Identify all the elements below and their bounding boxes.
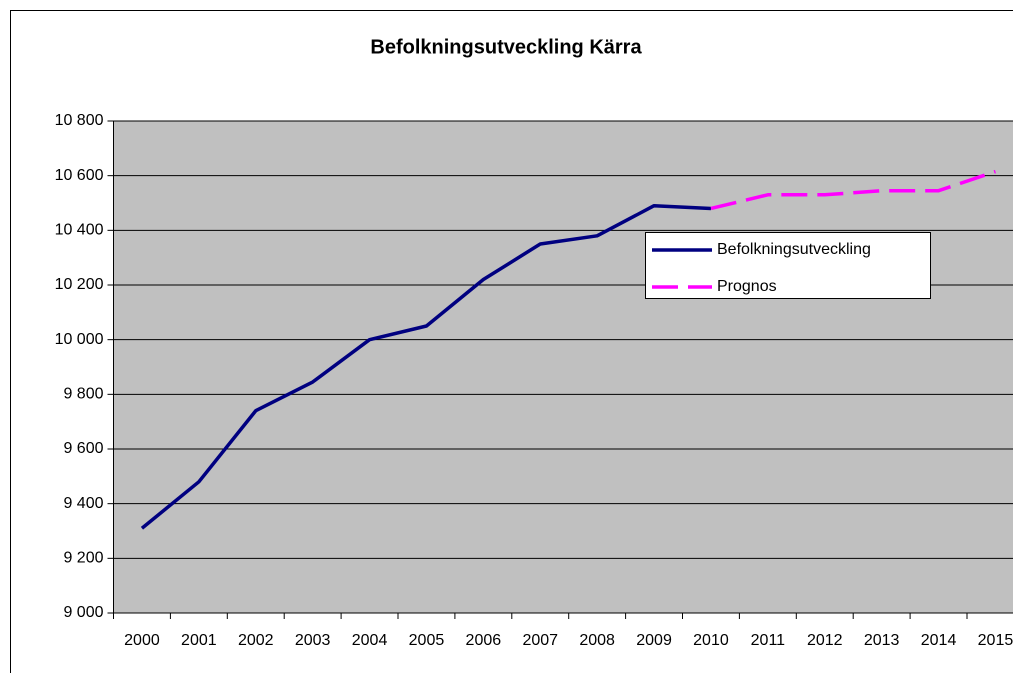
x-tick-label: 2002: [238, 632, 274, 649]
y-tick-label: 9 400: [63, 495, 103, 512]
x-tick-label: 2005: [409, 632, 445, 649]
x-tick-label: 2004: [352, 632, 388, 649]
legend-label: Prognos: [717, 278, 777, 295]
x-tick-label: 2010: [693, 632, 729, 649]
x-tick-label: 2007: [522, 632, 558, 649]
plot-background: [113, 121, 1013, 613]
y-tick-label: 9 000: [63, 604, 103, 621]
x-tick-label: 2015: [978, 632, 1013, 649]
legend-box: [645, 232, 931, 299]
y-tick-label: 9 800: [63, 386, 103, 403]
x-tick-label: 2011: [751, 632, 786, 649]
y-tick-label: 10 200: [55, 276, 104, 293]
y-tick-label: 10 000: [55, 331, 104, 348]
y-tick-label: 10 600: [55, 167, 104, 184]
data-line: [140, 203, 712, 530]
chart-title: Befolkningsutveckling Kärra: [370, 36, 642, 58]
y-tick-label: 10 800: [55, 112, 104, 129]
data-line: [710, 169, 997, 211]
x-tick-label: 2014: [921, 632, 957, 649]
x-tick-label: 2009: [636, 632, 672, 649]
x-tick-label: 2006: [466, 632, 502, 649]
x-tick-label: 2001: [181, 632, 217, 649]
x-tick-label: 2008: [579, 632, 615, 649]
x-tick-label: 2012: [807, 632, 843, 649]
legend-label: Befolkningsutveckling: [717, 241, 871, 258]
x-tick-label: 2000: [124, 632, 160, 649]
y-tick-label: 10 400: [55, 222, 104, 239]
x-tick-label: 2003: [295, 632, 331, 649]
y-tick-label: 9 600: [63, 440, 103, 457]
x-tick-label: 2013: [864, 632, 900, 649]
y-tick-label: 9 200: [63, 550, 103, 567]
